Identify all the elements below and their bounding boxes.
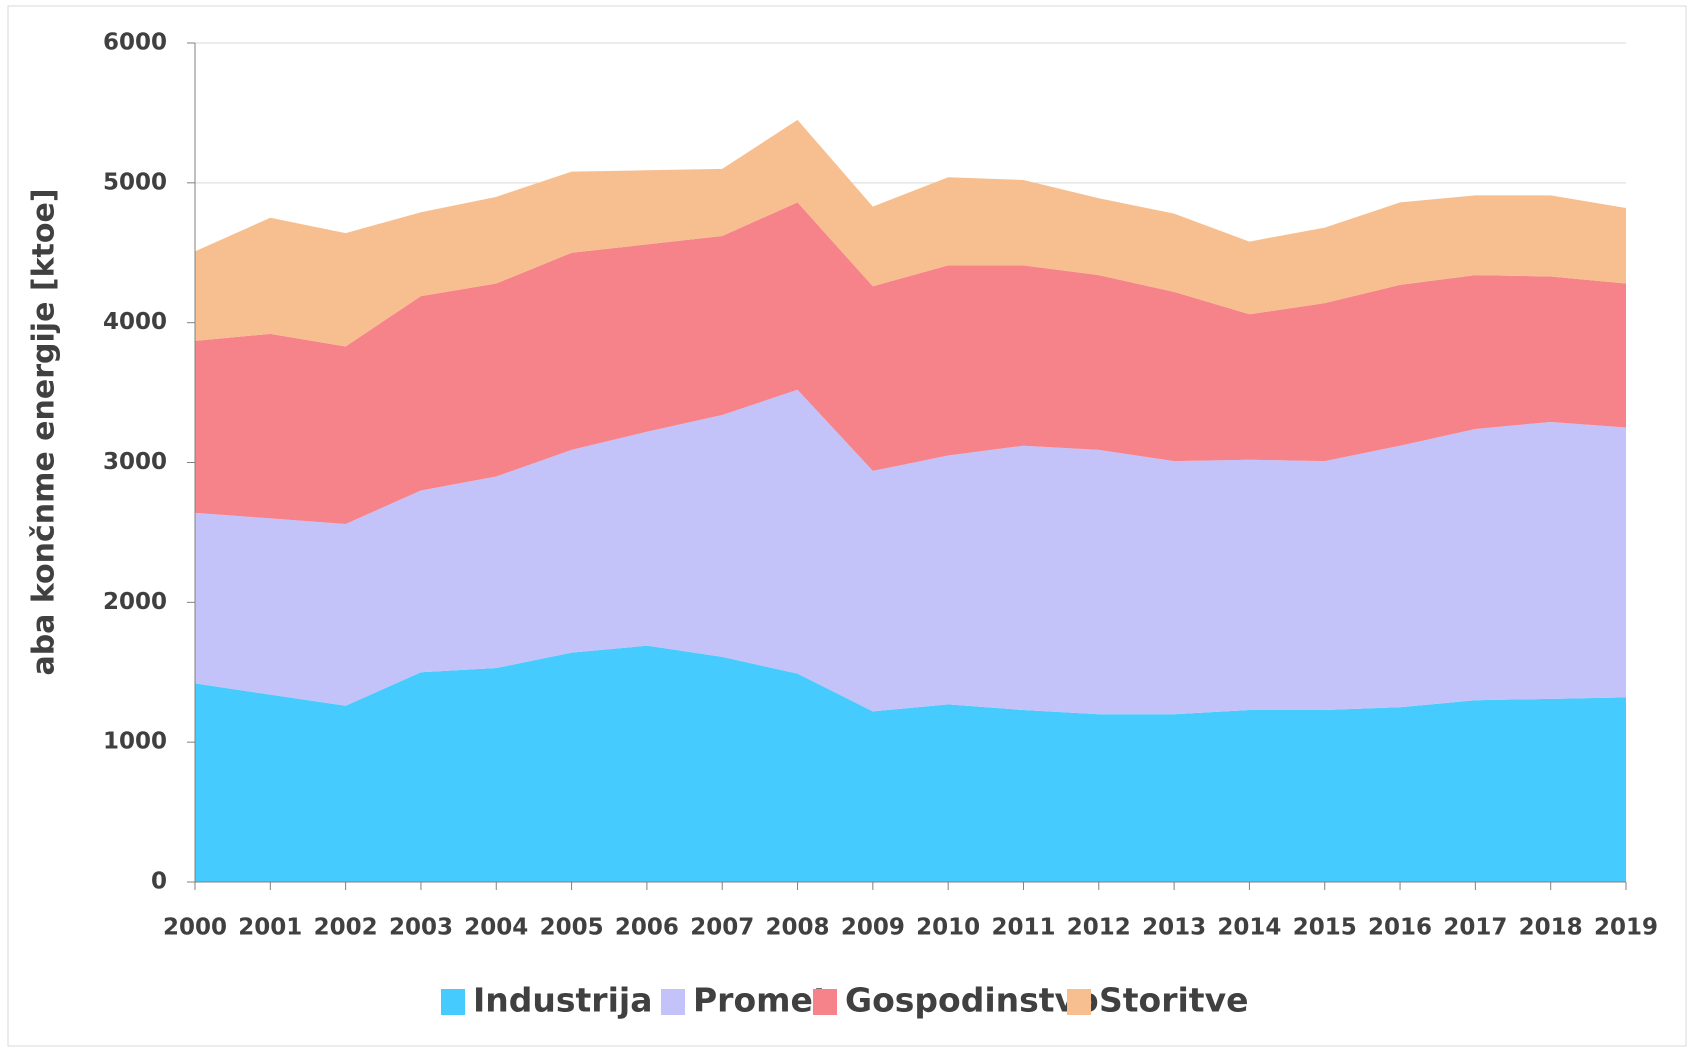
x-tick-label: 2008 xyxy=(766,915,830,941)
y-tick-label: 1000 xyxy=(103,729,167,755)
y-tick-label: 6000 xyxy=(103,30,167,56)
y-tick-label: 5000 xyxy=(103,169,167,195)
x-tick-label: 2007 xyxy=(690,915,754,941)
legend-swatch xyxy=(813,989,837,1015)
area xyxy=(195,389,1626,715)
legend-label: Promet xyxy=(693,981,829,1020)
area xyxy=(195,202,1626,525)
y-tick-label: 3000 xyxy=(103,449,167,475)
x-tick-label: 2011 xyxy=(991,915,1055,941)
x-tick-label: 2004 xyxy=(464,915,528,941)
area xyxy=(195,119,1626,347)
x-tick-label: 2009 xyxy=(841,915,905,941)
y-axis-label: aba končnme energije [ktoe] xyxy=(27,188,62,675)
legend-swatch xyxy=(441,989,465,1015)
y-tick-label: 0 xyxy=(151,869,167,895)
chart-border xyxy=(7,5,1687,1047)
x-tick-label: 2006 xyxy=(615,915,679,941)
x-tick-label: 2017 xyxy=(1443,915,1507,941)
x-tick-label: 2005 xyxy=(540,915,604,941)
y-tick-label: 2000 xyxy=(103,589,167,615)
x-tick-label: 2012 xyxy=(1067,915,1131,941)
legend-label: Industrija xyxy=(473,981,652,1020)
x-tick-label: 2000 xyxy=(163,915,227,941)
legend-label: Gospodinstvo xyxy=(845,981,1099,1020)
x-tick-label: 2010 xyxy=(916,915,980,941)
x-tick-label: 2002 xyxy=(314,915,378,941)
x-tick-label: 2018 xyxy=(1519,915,1583,941)
x-tick-label: 2014 xyxy=(1217,915,1281,941)
area xyxy=(195,645,1626,882)
x-tick-label: 2003 xyxy=(389,915,453,941)
y-tick-label: 4000 xyxy=(103,309,167,335)
x-tick-label: 2019 xyxy=(1594,915,1658,941)
legend-swatch xyxy=(1067,989,1091,1015)
x-tick-label: 2015 xyxy=(1293,915,1357,941)
x-tick-label: 2013 xyxy=(1142,915,1206,941)
legend-swatch xyxy=(661,989,685,1015)
x-tick-label: 2016 xyxy=(1368,915,1432,941)
legend-label: Storitve xyxy=(1099,981,1248,1020)
x-tick-label: 2001 xyxy=(238,915,302,941)
